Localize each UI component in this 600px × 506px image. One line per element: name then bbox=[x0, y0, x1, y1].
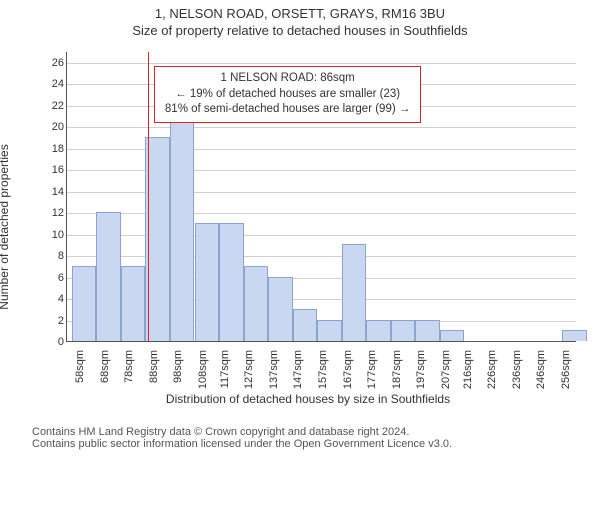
bar bbox=[72, 266, 97, 341]
gridline bbox=[67, 149, 576, 150]
x-tick-label: 117sqm bbox=[219, 350, 231, 390]
x-tick-label: 197sqm bbox=[415, 350, 427, 390]
y-tick-label: 20 bbox=[50, 121, 64, 133]
bar bbox=[121, 266, 146, 341]
x-tick-label: 147sqm bbox=[292, 350, 304, 390]
y-tick-label: 10 bbox=[50, 229, 64, 241]
chart-title: 1, NELSON ROAD, ORSETT, GRAYS, RM16 3BU bbox=[0, 6, 600, 21]
y-tick-label: 0 bbox=[50, 336, 64, 348]
y-tick-label: 16 bbox=[50, 164, 64, 176]
bar bbox=[244, 266, 269, 341]
y-tick-label: 24 bbox=[50, 78, 64, 90]
x-tick-label: 98sqm bbox=[172, 350, 184, 390]
y-tick-label: 14 bbox=[50, 186, 64, 198]
x-tick-label: 108sqm bbox=[197, 350, 209, 390]
x-tick-label: 226sqm bbox=[486, 350, 498, 390]
x-tick-label: 88sqm bbox=[148, 350, 160, 390]
bar bbox=[96, 212, 121, 341]
footer-line: Contains public sector information licen… bbox=[32, 438, 592, 450]
y-tick-label: 6 bbox=[50, 272, 64, 284]
gridline bbox=[67, 256, 576, 257]
x-tick-label: 78sqm bbox=[123, 350, 135, 390]
x-tick-label: 58sqm bbox=[74, 350, 86, 390]
y-tick-label: 18 bbox=[50, 143, 64, 155]
footer: Contains HM Land Registry data © Crown c… bbox=[32, 426, 592, 450]
bar bbox=[366, 320, 391, 341]
y-tick-label: 2 bbox=[50, 315, 64, 327]
bar bbox=[195, 223, 220, 341]
x-tick-label: 216sqm bbox=[462, 350, 474, 390]
y-axis-label: Number of detached properties bbox=[0, 144, 11, 309]
gridline bbox=[67, 127, 576, 128]
y-tick-label: 8 bbox=[50, 250, 64, 262]
footer-line: Contains HM Land Registry data © Crown c… bbox=[32, 426, 592, 438]
bar bbox=[415, 320, 440, 341]
x-tick-label: 246sqm bbox=[535, 350, 547, 390]
gridline bbox=[67, 192, 576, 193]
x-tick-label: 167sqm bbox=[342, 350, 354, 390]
annotation-line: 1 NELSON ROAD: 86sqm bbox=[165, 71, 410, 87]
x-tick-label: 256sqm bbox=[560, 350, 572, 390]
chart-subtitle: Size of property relative to detached ho… bbox=[0, 23, 600, 38]
marker-line bbox=[148, 52, 149, 341]
y-tick-label: 22 bbox=[50, 100, 64, 112]
bar bbox=[342, 244, 367, 341]
x-tick-label: 236sqm bbox=[511, 350, 523, 390]
plot-area: 1 NELSON ROAD: 86sqm ← 19% of detached h… bbox=[66, 52, 576, 342]
y-tick-label: 12 bbox=[50, 207, 64, 219]
x-tick-label: 137sqm bbox=[268, 350, 280, 390]
bar bbox=[170, 115, 195, 341]
bar bbox=[317, 320, 342, 341]
annotation-box: 1 NELSON ROAD: 86sqm ← 19% of detached h… bbox=[154, 66, 421, 123]
gridline bbox=[67, 63, 576, 64]
gridline bbox=[67, 170, 576, 171]
chart-area: Number of detached properties 1 NELSON R… bbox=[28, 42, 588, 412]
bar bbox=[293, 309, 318, 341]
annotation-line: 81% of semi-detached houses are larger (… bbox=[165, 102, 410, 118]
bar bbox=[219, 223, 244, 341]
gridline bbox=[67, 235, 576, 236]
gridline bbox=[67, 213, 576, 214]
y-tick-label: 26 bbox=[50, 57, 64, 69]
x-tick-label: 207sqm bbox=[440, 350, 452, 390]
x-tick-label: 187sqm bbox=[391, 350, 403, 390]
y-tick-label: 4 bbox=[50, 293, 64, 305]
bar bbox=[145, 137, 170, 341]
x-axis-label: Distribution of detached houses by size … bbox=[28, 392, 588, 406]
bar bbox=[562, 330, 587, 341]
bar bbox=[440, 330, 465, 341]
bar bbox=[391, 320, 416, 341]
bar bbox=[268, 277, 293, 341]
x-tick-label: 127sqm bbox=[243, 350, 255, 390]
x-tick-label: 157sqm bbox=[317, 350, 329, 390]
annotation-line: ← 19% of detached houses are smaller (23… bbox=[165, 87, 410, 103]
x-tick-label: 68sqm bbox=[99, 350, 111, 390]
x-tick-label: 177sqm bbox=[366, 350, 378, 390]
